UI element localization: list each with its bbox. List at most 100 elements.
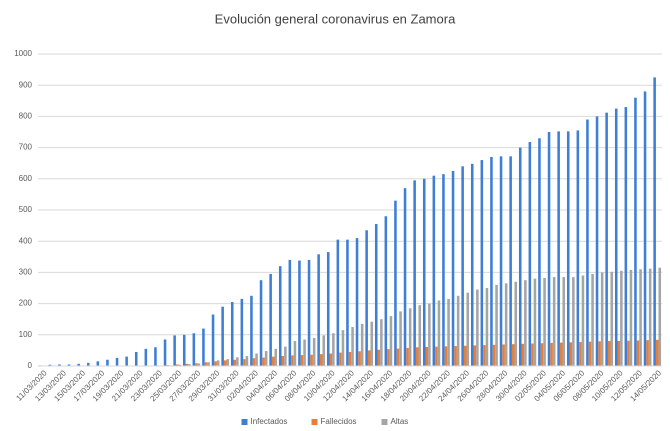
bar bbox=[418, 305, 422, 366]
bar bbox=[492, 344, 496, 366]
bar bbox=[207, 362, 210, 366]
bar bbox=[341, 330, 345, 366]
bar bbox=[271, 356, 275, 366]
bar bbox=[214, 361, 217, 366]
bar bbox=[259, 280, 263, 366]
bar bbox=[339, 352, 342, 366]
bar bbox=[115, 357, 119, 366]
bar bbox=[300, 355, 304, 366]
bar bbox=[470, 163, 474, 366]
bar bbox=[195, 363, 198, 366]
bar bbox=[211, 314, 215, 366]
bar bbox=[538, 138, 541, 366]
bar bbox=[550, 342, 553, 366]
bar bbox=[202, 328, 205, 366]
bar bbox=[521, 343, 525, 366]
bar bbox=[178, 364, 182, 366]
bar bbox=[552, 277, 556, 366]
bar bbox=[454, 346, 457, 366]
bar bbox=[466, 292, 470, 366]
bar bbox=[514, 281, 518, 366]
bar bbox=[576, 130, 580, 366]
bar bbox=[377, 349, 381, 366]
bar bbox=[348, 351, 352, 366]
bar bbox=[269, 273, 272, 366]
bar bbox=[192, 333, 196, 366]
bar bbox=[562, 277, 566, 366]
bar bbox=[586, 119, 589, 367]
bar bbox=[399, 311, 402, 366]
bar bbox=[480, 160, 484, 366]
bar bbox=[646, 340, 649, 366]
y-tick-label: 900 bbox=[19, 80, 33, 89]
bar bbox=[415, 347, 419, 366]
bar bbox=[358, 351, 361, 366]
bar bbox=[307, 259, 311, 366]
legend-label: Fallecidos bbox=[321, 417, 357, 426]
bar bbox=[236, 357, 239, 366]
bar bbox=[204, 362, 208, 366]
bar bbox=[605, 112, 608, 366]
bar bbox=[284, 346, 287, 366]
bar bbox=[447, 298, 450, 366]
bar bbox=[188, 364, 191, 366]
bar bbox=[125, 356, 128, 366]
bar bbox=[106, 359, 109, 366]
bar bbox=[67, 364, 71, 366]
bar bbox=[547, 132, 551, 366]
bar bbox=[233, 359, 237, 366]
bar bbox=[303, 339, 306, 366]
bar bbox=[540, 343, 544, 366]
bar bbox=[533, 278, 537, 366]
bar bbox=[387, 349, 390, 366]
bar bbox=[428, 303, 431, 366]
bar bbox=[243, 359, 246, 366]
bar bbox=[607, 341, 611, 366]
bar bbox=[437, 300, 441, 366]
bar bbox=[326, 252, 330, 366]
bar bbox=[518, 147, 522, 366]
bar bbox=[264, 351, 268, 366]
bar bbox=[226, 359, 230, 366]
bar bbox=[425, 346, 429, 366]
bar bbox=[281, 356, 285, 366]
bar bbox=[173, 335, 176, 366]
bar bbox=[524, 280, 527, 366]
bar bbox=[58, 364, 61, 366]
bar bbox=[595, 116, 599, 367]
bar bbox=[278, 266, 282, 366]
bar bbox=[336, 239, 340, 366]
bar bbox=[163, 339, 167, 366]
y-tick-label: 500 bbox=[19, 205, 33, 214]
bar bbox=[319, 354, 323, 366]
bar bbox=[312, 337, 316, 366]
bar bbox=[569, 342, 573, 366]
bar bbox=[291, 355, 294, 366]
bar bbox=[310, 354, 313, 366]
bar bbox=[360, 323, 364, 366]
bar bbox=[588, 341, 592, 366]
y-tick-label: 100 bbox=[19, 330, 33, 339]
bar bbox=[617, 341, 621, 366]
y-tick-label: 0 bbox=[28, 361, 33, 370]
bar bbox=[531, 343, 534, 366]
bar bbox=[134, 351, 138, 366]
bar bbox=[442, 174, 445, 366]
bar bbox=[255, 353, 258, 366]
y-tick-label: 200 bbox=[19, 299, 33, 308]
bar bbox=[262, 357, 265, 366]
bar bbox=[154, 347, 157, 366]
bar bbox=[511, 344, 515, 366]
bar bbox=[317, 254, 320, 366]
bar bbox=[365, 230, 368, 366]
bar bbox=[230, 302, 234, 366]
y-tick-label: 300 bbox=[19, 268, 33, 277]
bar bbox=[86, 362, 90, 366]
bar bbox=[648, 268, 652, 366]
bar bbox=[422, 178, 426, 366]
bar bbox=[223, 360, 227, 366]
bar bbox=[370, 321, 374, 366]
bar bbox=[627, 340, 630, 366]
bar bbox=[48, 364, 52, 366]
